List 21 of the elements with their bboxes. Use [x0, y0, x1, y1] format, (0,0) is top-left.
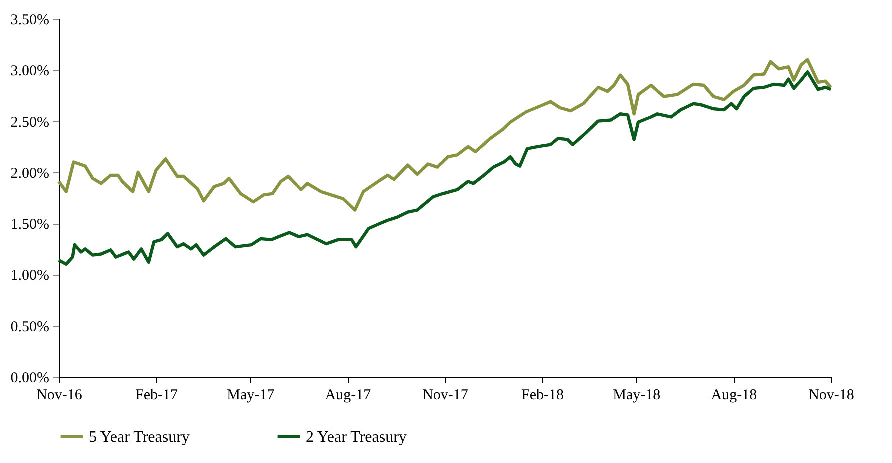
y-tick-label: 1.00% — [10, 268, 50, 284]
x-tick-label: Aug-18 — [711, 388, 758, 404]
x-tick-label: May-18 — [613, 388, 661, 404]
y-tick-label: 2.50% — [10, 114, 50, 131]
line-series — [57, 70, 833, 266]
x-tick-label: Nov-18 — [808, 388, 854, 404]
legend-label: 5 Year Treasury — [89, 429, 190, 446]
y-tick-label: 2.00% — [10, 166, 50, 182]
y-tick-label: 3.50% — [10, 12, 50, 28]
x-tick-label: Feb-18 — [522, 388, 564, 404]
x-tick-label: Nov-17 — [422, 388, 469, 404]
x-tick-label: Nov-16 — [36, 388, 83, 404]
x-tick-label: May-17 — [227, 388, 276, 404]
x-tick-label: Aug-17 — [325, 388, 372, 404]
line-series — [57, 58, 833, 212]
y-tick-label: 0.50% — [10, 319, 50, 336]
y-tick-label: 1.50% — [10, 217, 50, 234]
x-tick-label: Feb-17 — [136, 388, 179, 404]
y-tick-label: 0.00% — [10, 370, 50, 386]
y-tick-label: 3.00% — [10, 64, 50, 80]
legend-label: 2 Year Treasury — [306, 429, 407, 446]
